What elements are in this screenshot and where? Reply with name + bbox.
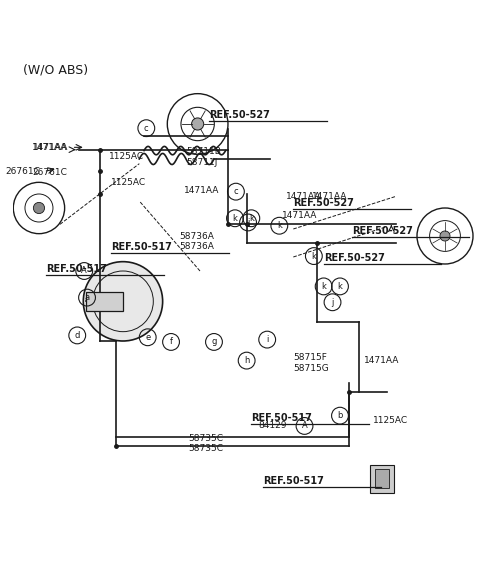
Text: REF.50-527: REF.50-527 — [352, 226, 412, 237]
Text: c: c — [144, 124, 149, 133]
Text: REF.50-517: REF.50-517 — [263, 476, 324, 486]
Text: k: k — [232, 214, 238, 223]
Text: 26761C: 26761C — [32, 169, 67, 177]
Text: 84129: 84129 — [258, 421, 287, 430]
Text: 58711B: 58711B — [186, 148, 221, 157]
Text: REF.50-527: REF.50-527 — [293, 198, 354, 208]
Circle shape — [192, 118, 204, 130]
Text: e: e — [145, 333, 150, 342]
Text: 1471AA: 1471AA — [312, 192, 348, 201]
Text: 1471AA: 1471AA — [282, 211, 317, 221]
Text: 26761C: 26761C — [5, 167, 40, 176]
Text: k: k — [321, 282, 326, 291]
Text: REF.50-527: REF.50-527 — [324, 253, 384, 263]
Text: f: f — [169, 337, 172, 347]
Text: h: h — [244, 356, 249, 365]
Text: 1125AC: 1125AC — [109, 152, 144, 161]
Text: c: c — [234, 187, 238, 196]
Text: 58715G: 58715G — [293, 364, 329, 373]
Text: REF.50-517: REF.50-517 — [111, 242, 172, 252]
Text: A: A — [82, 267, 87, 275]
Text: 58736A: 58736A — [179, 242, 214, 251]
Text: j: j — [247, 218, 249, 227]
Text: a: a — [84, 293, 90, 302]
Text: k: k — [249, 214, 254, 223]
Text: 1471AA: 1471AA — [32, 143, 67, 152]
Text: 1125AC: 1125AC — [372, 416, 408, 425]
Text: 1471AA: 1471AA — [184, 186, 219, 196]
Text: j: j — [331, 298, 334, 307]
Text: 58715F: 58715F — [293, 353, 327, 362]
Text: 58736A: 58736A — [179, 232, 214, 241]
Text: g: g — [211, 337, 216, 347]
Text: (W/O ABS): (W/O ABS) — [23, 63, 88, 76]
Circle shape — [34, 202, 45, 214]
Text: REF.50-517: REF.50-517 — [252, 413, 312, 423]
Text: 1471AA: 1471AA — [364, 356, 400, 365]
Circle shape — [84, 262, 163, 341]
FancyBboxPatch shape — [375, 469, 389, 488]
Text: k: k — [337, 282, 342, 291]
FancyBboxPatch shape — [371, 465, 394, 492]
Text: b: b — [337, 411, 343, 420]
Text: REF.50-517: REF.50-517 — [46, 264, 107, 274]
Text: 58735C: 58735C — [188, 434, 223, 442]
Text: i: i — [266, 335, 268, 344]
Circle shape — [440, 231, 450, 241]
Text: 1471AA: 1471AA — [286, 192, 322, 201]
Text: A: A — [301, 421, 307, 430]
Text: 58735C: 58735C — [188, 444, 223, 453]
FancyBboxPatch shape — [85, 292, 123, 311]
Text: k: k — [312, 251, 316, 260]
Text: 1471AA: 1471AA — [33, 143, 68, 152]
Text: REF.50-527: REF.50-527 — [209, 109, 270, 120]
Text: 58711J: 58711J — [186, 158, 217, 167]
Text: d: d — [74, 331, 80, 340]
Text: 1125AC: 1125AC — [111, 178, 146, 187]
Text: k: k — [277, 221, 282, 230]
